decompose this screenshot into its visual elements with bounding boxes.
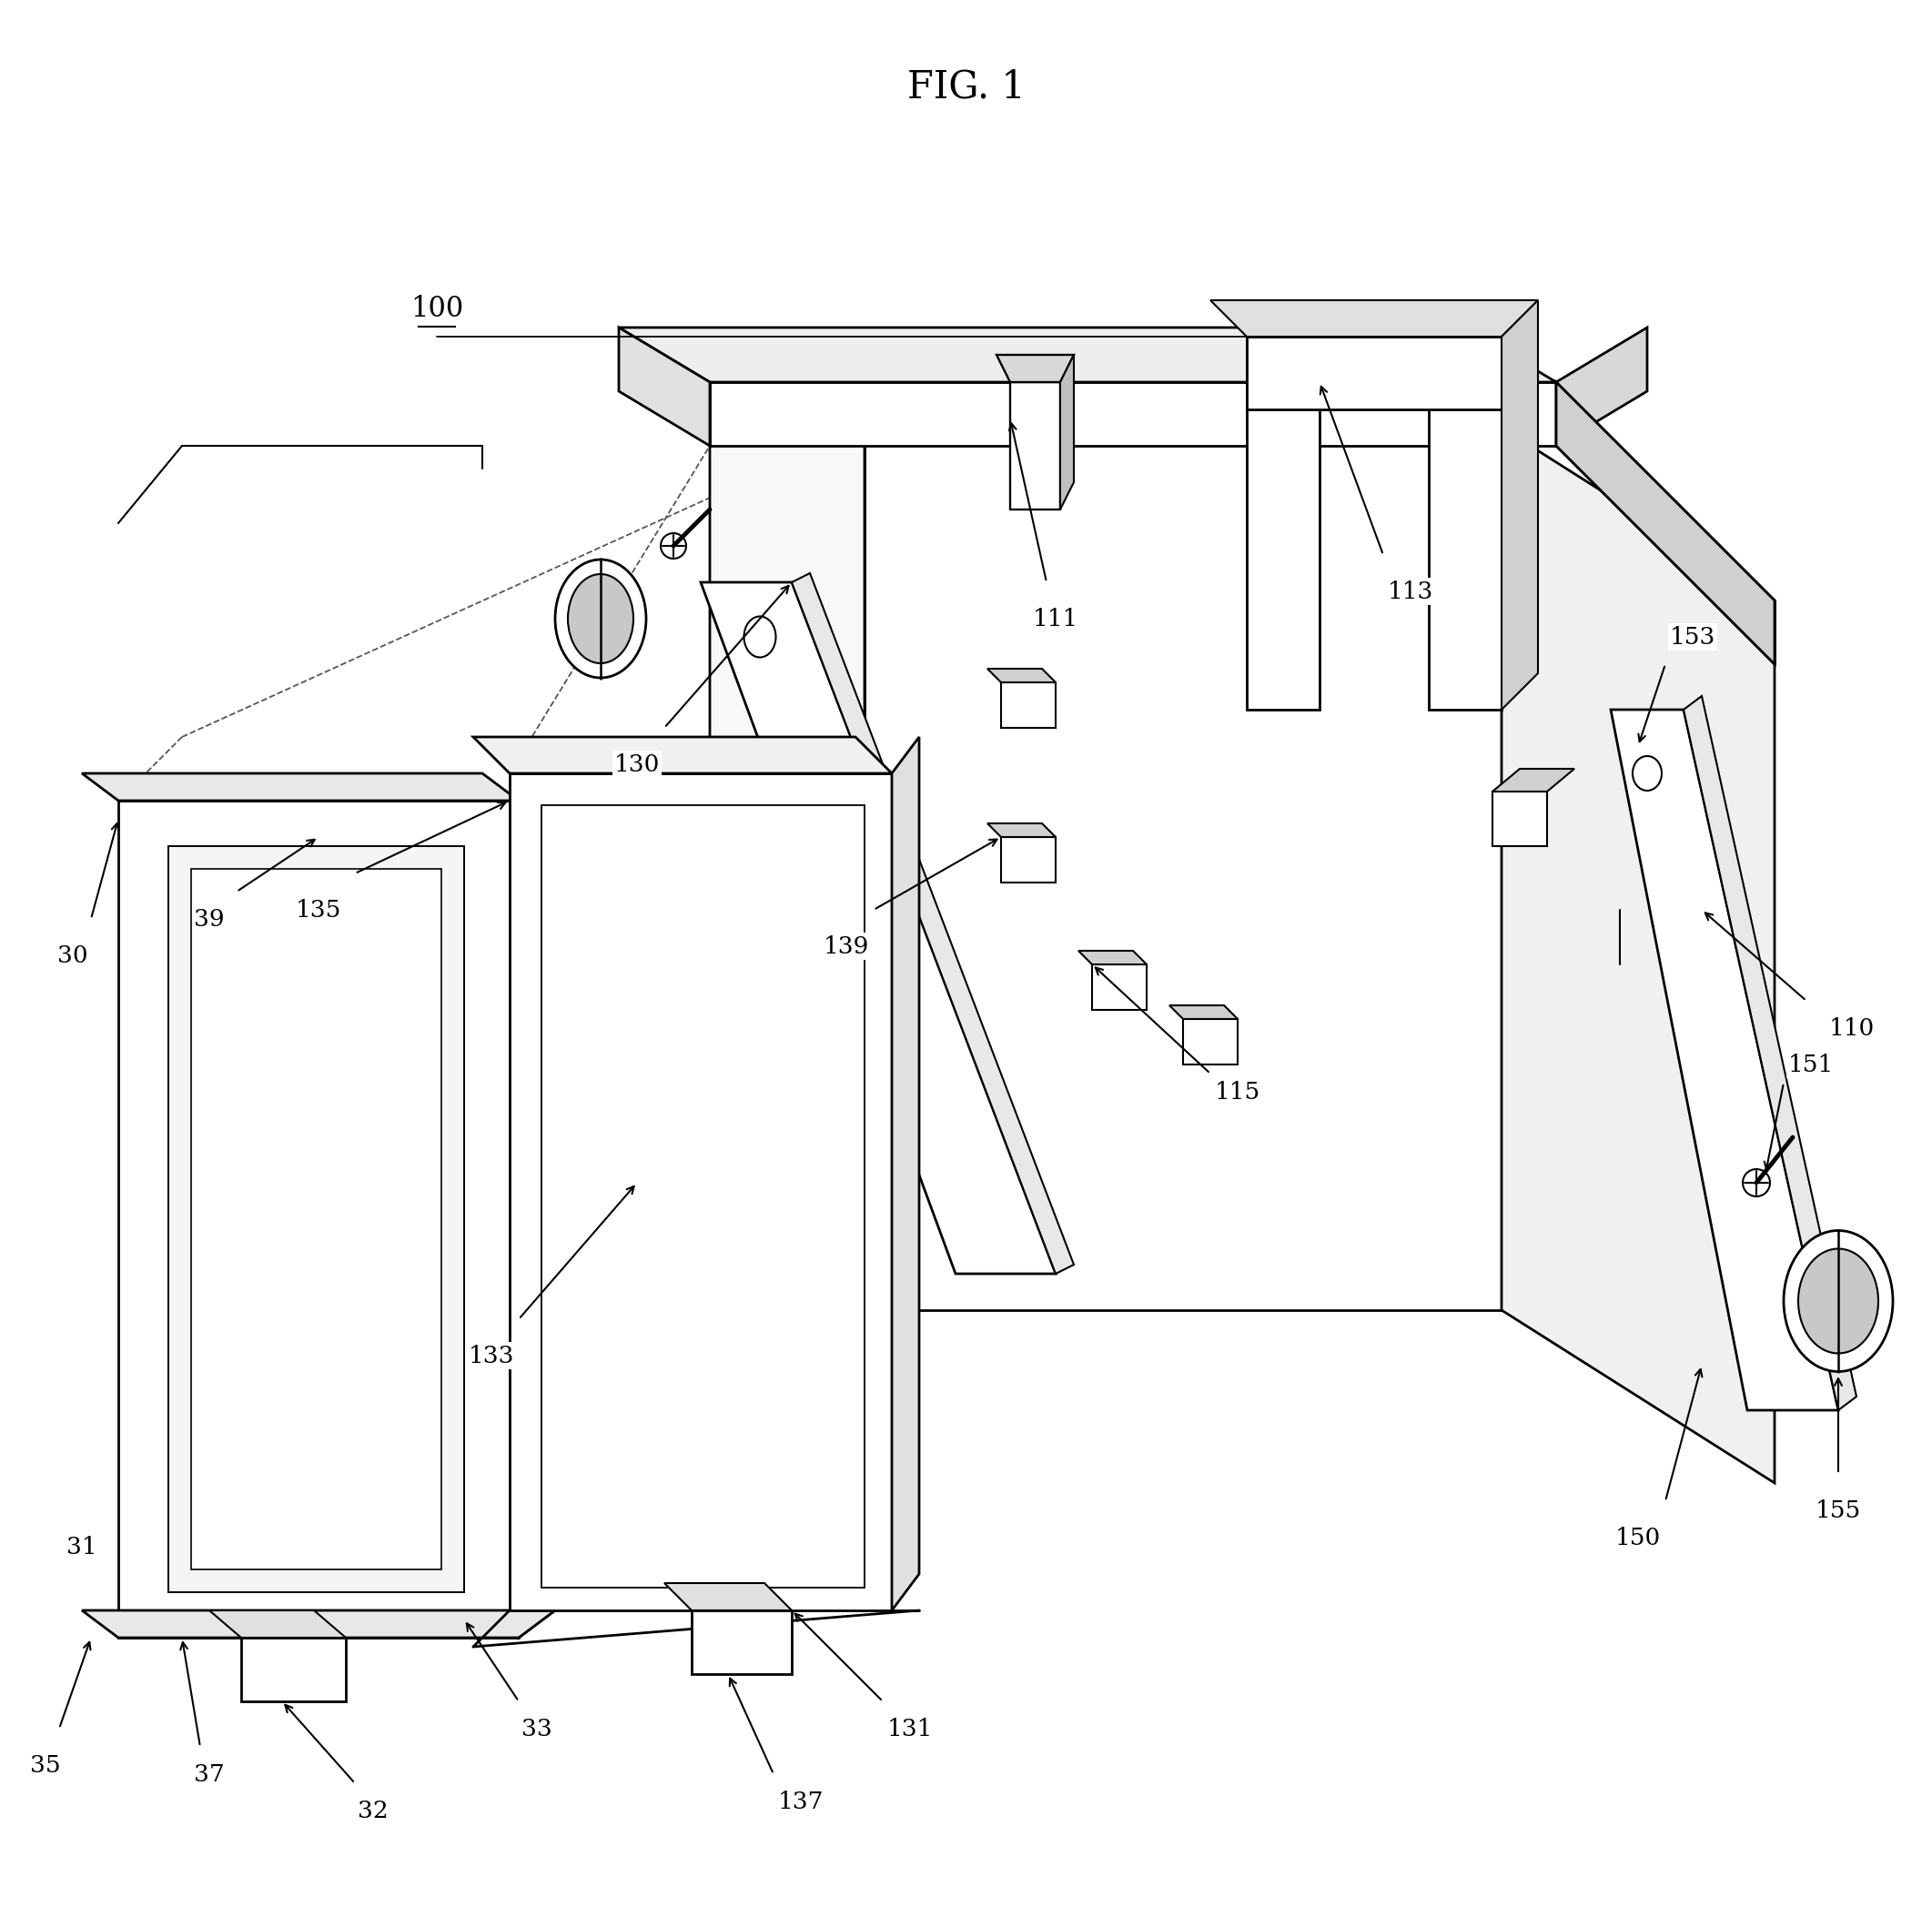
- Polygon shape: [1555, 382, 1776, 665]
- Polygon shape: [709, 428, 864, 1328]
- Ellipse shape: [1783, 1231, 1893, 1372]
- Text: 30: 30: [58, 944, 89, 967]
- Polygon shape: [1061, 355, 1074, 509]
- Polygon shape: [709, 382, 1555, 445]
- Polygon shape: [997, 355, 1074, 382]
- Text: 139: 139: [823, 935, 869, 958]
- Polygon shape: [81, 1611, 554, 1638]
- Polygon shape: [1010, 382, 1061, 509]
- Text: 33: 33: [522, 1717, 553, 1740]
- Polygon shape: [518, 773, 554, 1638]
- Ellipse shape: [1743, 1170, 1770, 1197]
- Text: 130: 130: [614, 753, 661, 777]
- Polygon shape: [987, 823, 1055, 836]
- Polygon shape: [1246, 337, 1501, 409]
- Polygon shape: [701, 582, 1055, 1274]
- Polygon shape: [473, 736, 893, 773]
- Text: 135: 135: [296, 898, 342, 921]
- Ellipse shape: [744, 617, 777, 657]
- Polygon shape: [792, 572, 1074, 1274]
- Ellipse shape: [1799, 1249, 1878, 1353]
- Text: 32: 32: [357, 1800, 388, 1821]
- Text: 155: 155: [1816, 1499, 1861, 1522]
- Polygon shape: [1001, 682, 1055, 728]
- Polygon shape: [665, 1584, 792, 1611]
- Text: 37: 37: [193, 1763, 224, 1786]
- Polygon shape: [618, 328, 709, 445]
- Polygon shape: [1246, 337, 1501, 709]
- Polygon shape: [168, 846, 464, 1592]
- Text: 35: 35: [31, 1754, 60, 1777]
- Polygon shape: [864, 428, 1501, 1310]
- Polygon shape: [242, 1638, 346, 1702]
- Text: 151: 151: [1789, 1054, 1833, 1075]
- Text: 39: 39: [193, 908, 224, 931]
- Polygon shape: [1001, 836, 1055, 883]
- Polygon shape: [81, 773, 518, 800]
- Polygon shape: [618, 328, 1555, 382]
- Ellipse shape: [568, 574, 634, 663]
- Polygon shape: [510, 773, 893, 1611]
- Polygon shape: [191, 869, 440, 1569]
- Polygon shape: [118, 800, 518, 1638]
- Polygon shape: [1492, 792, 1548, 846]
- Polygon shape: [209, 1611, 346, 1638]
- Text: 100: 100: [410, 295, 464, 324]
- Text: 133: 133: [468, 1345, 514, 1366]
- Ellipse shape: [554, 559, 645, 678]
- Text: FIG. 1: FIG. 1: [906, 67, 1026, 106]
- Polygon shape: [1092, 964, 1146, 1010]
- Ellipse shape: [661, 534, 686, 559]
- Polygon shape: [1078, 950, 1146, 964]
- Polygon shape: [1501, 301, 1538, 709]
- Text: 111: 111: [1034, 607, 1078, 630]
- Text: 150: 150: [1615, 1526, 1662, 1549]
- Polygon shape: [1182, 1019, 1238, 1064]
- Text: 137: 137: [779, 1790, 823, 1813]
- Polygon shape: [1611, 709, 1837, 1411]
- Text: 31: 31: [66, 1536, 97, 1559]
- Polygon shape: [987, 669, 1055, 682]
- Polygon shape: [1169, 1006, 1238, 1019]
- Text: 110: 110: [1830, 1017, 1874, 1039]
- Polygon shape: [1555, 328, 1648, 445]
- Polygon shape: [893, 736, 920, 1611]
- Polygon shape: [1492, 769, 1575, 792]
- Polygon shape: [1209, 301, 1538, 337]
- Polygon shape: [541, 805, 864, 1588]
- Text: 153: 153: [1669, 626, 1716, 647]
- Text: 113: 113: [1387, 580, 1434, 603]
- Text: 115: 115: [1215, 1081, 1260, 1102]
- Text: 131: 131: [887, 1717, 933, 1740]
- Polygon shape: [1501, 428, 1776, 1484]
- Ellipse shape: [1633, 755, 1662, 790]
- Polygon shape: [692, 1611, 792, 1675]
- Polygon shape: [1683, 696, 1857, 1411]
